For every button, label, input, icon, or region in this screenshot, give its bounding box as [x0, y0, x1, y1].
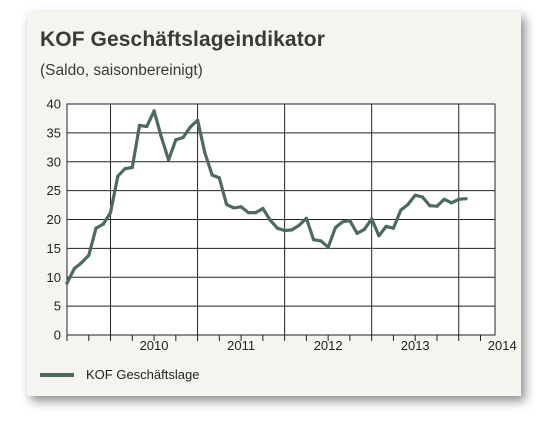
data-point — [254, 211, 258, 215]
y-tick-label: 20 — [47, 212, 61, 227]
y-tick-label: 25 — [47, 183, 61, 198]
data-point — [377, 234, 381, 238]
data-point — [94, 226, 98, 230]
data-point — [384, 224, 388, 228]
data-point — [420, 195, 425, 199]
data-point — [275, 226, 279, 230]
x-tick-label: 2010 — [140, 338, 169, 353]
y-tick-label: 30 — [47, 154, 61, 169]
data-point — [246, 211, 250, 215]
data-point — [72, 267, 76, 271]
y-tick-label: 15 — [47, 241, 61, 256]
data-point — [326, 245, 330, 249]
data-point — [232, 206, 236, 210]
data-point — [152, 109, 156, 113]
data-point — [413, 193, 417, 197]
data-point — [290, 228, 294, 232]
data-point — [79, 261, 84, 265]
data-point — [87, 253, 91, 257]
y-tick-label: 40 — [47, 97, 61, 112]
data-point — [167, 158, 171, 162]
y-tick-label: 10 — [47, 270, 61, 285]
data-point — [116, 174, 120, 178]
data-point — [435, 204, 439, 208]
data-point — [159, 135, 163, 139]
data-point — [370, 217, 374, 221]
data-point — [203, 150, 207, 155]
data-point — [130, 165, 134, 170]
data-point — [297, 223, 301, 227]
data-point — [188, 125, 192, 129]
plot-frame — [66, 103, 496, 336]
x-tick-label: 2013 — [401, 338, 430, 353]
data-point — [399, 208, 403, 212]
data-point — [239, 205, 243, 209]
data-point — [174, 138, 178, 142]
data-point — [101, 222, 105, 226]
data-point — [123, 167, 127, 171]
data-point — [145, 124, 149, 129]
data-point — [348, 219, 352, 223]
data-point — [362, 227, 366, 231]
chart-subtitle: (Saldo, saisonbereinigt) — [40, 62, 203, 79]
x-tick-label: 2011 — [227, 338, 255, 353]
x-tick-label: 2014 — [488, 338, 517, 353]
data-point — [319, 239, 323, 243]
data-point — [304, 216, 308, 220]
data-point — [210, 173, 214, 177]
data-point — [137, 123, 142, 127]
data-point — [283, 228, 287, 233]
x-tick-label: 2012 — [314, 338, 343, 353]
chart-title: KOF Geschäftslageindikator — [40, 28, 326, 51]
y-tick-label: 5 — [54, 299, 61, 314]
data-point — [108, 211, 113, 215]
data-point — [181, 135, 185, 140]
legend: KOF Geschäftslage — [40, 367, 199, 382]
data-point — [442, 197, 446, 201]
legend-swatch — [40, 372, 74, 377]
data-point — [196, 118, 200, 122]
y-tick-label: 0 — [54, 328, 61, 343]
data-point — [261, 206, 265, 211]
data-point — [341, 220, 345, 224]
y-tick-label: 35 — [47, 125, 61, 140]
data-point — [391, 226, 395, 230]
data-point — [217, 176, 221, 180]
data-point — [225, 202, 229, 207]
data-point — [333, 226, 337, 230]
data-point — [464, 197, 468, 201]
legend-label: KOF Geschäftslage — [86, 367, 200, 382]
data-point — [268, 218, 272, 222]
data-point — [355, 231, 359, 235]
data-point — [65, 281, 69, 285]
data-point — [428, 204, 432, 208]
data-point — [457, 197, 461, 201]
series-line — [65, 109, 468, 285]
data-point — [449, 201, 454, 205]
data-point — [406, 202, 410, 207]
data-point — [312, 238, 316, 242]
